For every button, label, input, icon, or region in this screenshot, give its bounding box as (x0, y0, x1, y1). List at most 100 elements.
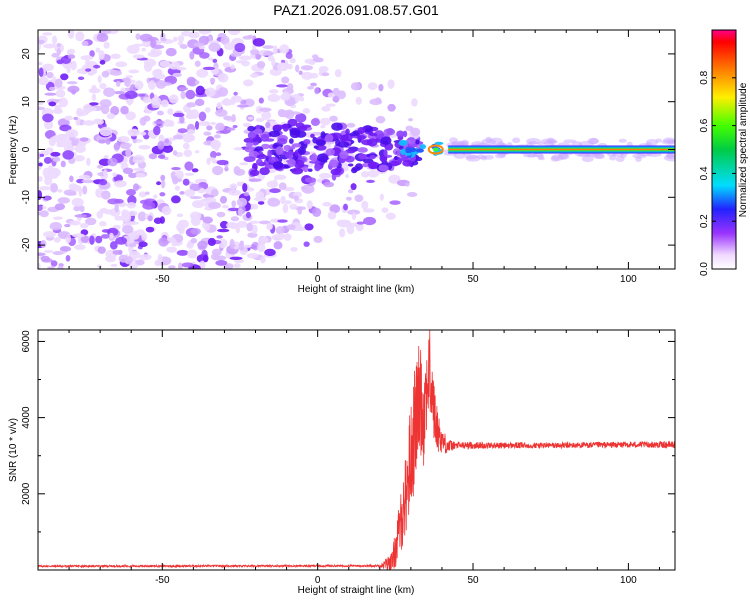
noise-blob (69, 220, 81, 226)
noise-blob (182, 132, 194, 143)
noise-blob (63, 145, 75, 152)
colorbar-tick-label: 0.2 (699, 214, 710, 228)
colorbar-tick-label: 0.0 (699, 262, 710, 276)
signal-blob (316, 153, 329, 162)
noise-blob (74, 214, 87, 218)
noise-blob (258, 107, 272, 112)
noise-blob (248, 178, 262, 182)
snr-x-label: Height of straight line (km) (298, 585, 415, 596)
noise-blob (216, 211, 226, 218)
noise-blob (172, 134, 184, 140)
noise-blob (310, 118, 321, 127)
noise-blob (153, 217, 163, 224)
noise-blob (126, 44, 140, 54)
noise-blob (219, 220, 229, 229)
signal-blob (303, 165, 309, 173)
noise-blob (233, 245, 239, 250)
noise-blob (115, 61, 128, 68)
noise-blob (216, 102, 222, 110)
noise-blob (127, 97, 132, 106)
noise-blob (103, 169, 108, 177)
noise-blob (281, 91, 291, 101)
noise-blob (43, 43, 56, 49)
noise-blob (191, 214, 201, 225)
noise-blob (103, 87, 116, 98)
noise-blob (327, 211, 337, 220)
noise-blob (132, 154, 145, 164)
noise-blob (272, 45, 278, 55)
signal-blob (380, 136, 392, 145)
noise-blob (239, 162, 249, 166)
noise-blob (273, 241, 283, 250)
noise-blob (199, 260, 206, 269)
carrier-halo (618, 138, 627, 143)
noise-blob (125, 111, 136, 121)
noise-blob (215, 109, 228, 117)
noise-blob (271, 57, 276, 67)
snr-series-line (38, 330, 675, 570)
noise-blob (138, 241, 148, 248)
signal-blob (259, 167, 270, 176)
noise-blob (266, 223, 273, 231)
noise-blob (231, 114, 236, 123)
noise-blob (117, 136, 130, 143)
carrier-halo (540, 138, 557, 145)
noise-blob (212, 58, 218, 63)
noise-blob (210, 188, 219, 197)
colorbar-tick-label: 0.6 (699, 118, 710, 132)
noise-blob (241, 60, 250, 67)
noise-blob (182, 178, 190, 186)
noise-blob (148, 80, 156, 90)
noise-blob (73, 155, 85, 162)
carrier-halo (563, 139, 577, 144)
noise-blob (178, 262, 183, 269)
noise-blob (38, 101, 44, 106)
noise-blob (210, 140, 220, 150)
carrier-halo (620, 154, 627, 158)
noise-blob (79, 205, 85, 213)
noise-blob (237, 208, 243, 217)
noise-blob (66, 49, 72, 56)
noise-blob (71, 138, 79, 146)
transition-blob (400, 148, 406, 155)
noise-blob (115, 236, 128, 245)
noise-blob (42, 32, 53, 36)
noise-blob (172, 150, 178, 156)
noise-blob (321, 106, 331, 112)
noise-blob (59, 124, 72, 132)
noise-blob (298, 70, 303, 75)
noise-blob (176, 249, 189, 256)
noise-blob (50, 151, 61, 157)
noise-blob (53, 216, 64, 220)
noise-blob (38, 211, 43, 216)
noise-blob (48, 86, 56, 91)
signal-blob (297, 125, 308, 131)
spectrogram-y-label: Frequency (Hz) (8, 116, 19, 185)
noise-blob (110, 105, 120, 116)
noise-blob (177, 128, 188, 134)
noise-blob (194, 150, 200, 154)
noise-blob (69, 175, 74, 183)
signal-blob (325, 148, 336, 156)
noise-blob (208, 42, 221, 52)
signal-blob (267, 149, 272, 158)
noise-blob (194, 60, 201, 67)
signal-blob (339, 150, 349, 160)
noise-blob (46, 147, 54, 152)
carrier-halo (460, 139, 470, 147)
signal-blob (289, 127, 301, 136)
noise-blob (337, 90, 346, 100)
signal-blob (253, 128, 263, 135)
noise-blob (216, 235, 223, 239)
noise-blob (404, 182, 410, 187)
noise-blob (80, 235, 90, 244)
noise-blob (299, 96, 305, 102)
noise-blob (322, 201, 332, 207)
noise-blob (82, 185, 88, 195)
noise-blob (98, 139, 106, 144)
transition-blob (398, 140, 408, 146)
noise-blob (309, 60, 316, 65)
noise-blob (187, 249, 198, 259)
y-tick-label: 0 (21, 146, 32, 152)
noise-blob (128, 250, 141, 260)
